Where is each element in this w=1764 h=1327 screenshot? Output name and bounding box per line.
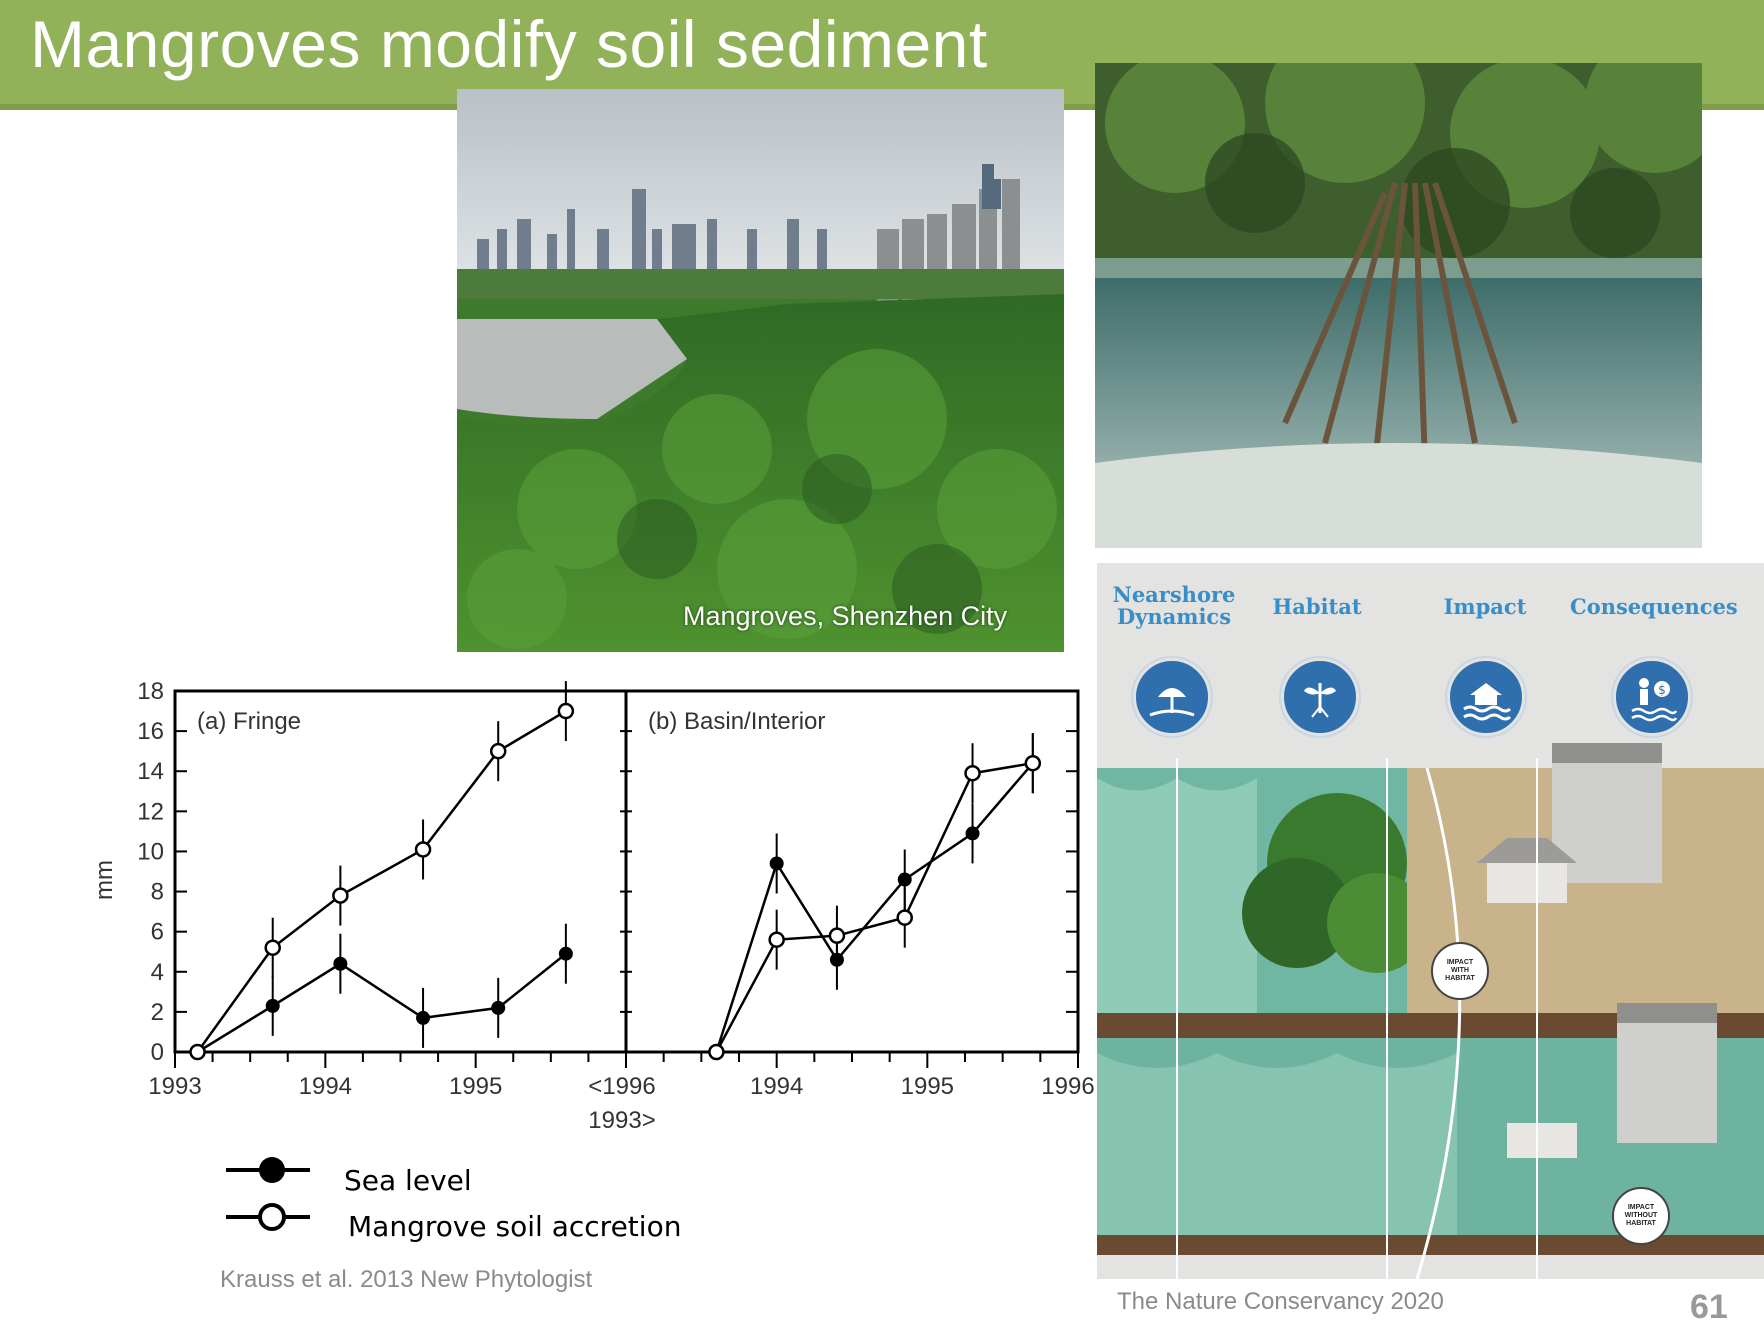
badge-with-habitat-label: IMPACT WITH HABITAT: [1445, 959, 1475, 982]
y-tick-label: 14: [137, 758, 164, 785]
slide-title: Mangroves modify soil sediment: [30, 7, 988, 81]
legend-accretion-label: Mangrove soil accretion: [348, 1210, 682, 1243]
column-habitat: Habitat: [1272, 594, 1362, 619]
y-tick-label: 6: [151, 919, 164, 946]
x-tick-label: 1994: [750, 1073, 803, 1100]
x-tick-label: 1994: [299, 1073, 352, 1100]
accretion-point: [964, 764, 981, 782]
y-tick-label: 12: [137, 798, 164, 825]
badge-without-habitat-label: IMPACT WITHOUT HABITAT: [1624, 1204, 1658, 1227]
mangrove-roots-illustration: [1095, 63, 1702, 548]
accretion-point: [1024, 754, 1042, 772]
x-tick-label: 1993>: [588, 1107, 655, 1134]
chart-credit: Krauss et al. 2013 New Phytologist: [220, 1266, 593, 1293]
x-tick-label: <1996: [588, 1073, 655, 1100]
legend-sea-level-marker: [259, 1157, 285, 1183]
y-tick-label: 2: [151, 999, 164, 1026]
mangrove-city-photo: Mangroves, Shenzhen City: [457, 89, 1064, 652]
legend-markers: [226, 1157, 310, 1231]
x-tick-label: 1996: [1041, 1073, 1094, 1100]
sea-level-point: [769, 856, 784, 871]
mangrove-city-illustration: [457, 89, 1064, 652]
legend-accretion-marker: [258, 1203, 286, 1231]
person-money-icon: $: [1613, 658, 1691, 736]
panel-label: (a) Fringe: [197, 708, 301, 735]
series-line: [715, 761, 1034, 1053]
accretion-point: [489, 742, 507, 760]
coastal-habitat-illustration: [1097, 743, 1764, 1279]
accretion-point: [768, 931, 785, 948]
nature-conservancy-credit: The Nature Conservancy 2020: [1117, 1288, 1444, 1315]
house-flood-icon: [1447, 658, 1525, 736]
sea-level-point: [265, 998, 280, 1013]
series-line: [196, 952, 567, 1054]
column-consequences: Consequences: [1570, 594, 1738, 619]
sea-level-point: [897, 872, 912, 887]
accretion-point: [414, 841, 432, 858]
accretion-point: [828, 927, 846, 944]
column-nearshore-dynamics: Nearshore Dynamics: [1112, 582, 1236, 629]
sea-level-point: [965, 826, 980, 841]
y-tick-label: 16: [137, 718, 164, 745]
accretion-point: [708, 1043, 725, 1061]
sediment-chart: 0 2 4 6 8 10 12 14 16 18 mm 1993 1994 1995 <1996 (a) Fr…: [90, 670, 1100, 1150]
column-impact: Impact: [1443, 594, 1527, 619]
photo-caption: Mangroves, Shenzhen City: [683, 601, 1008, 631]
y-tick-label: 18: [137, 678, 164, 705]
accretion-point: [264, 939, 281, 956]
accretion-point: [557, 702, 575, 720]
sea-level-point: [491, 1000, 506, 1015]
accretion-point: [896, 909, 913, 926]
x-tick-label: 1995: [449, 1073, 502, 1100]
sea-level-point: [416, 1010, 431, 1025]
y-tick-label: 8: [151, 879, 164, 906]
x-tick-label: 1993: [148, 1073, 201, 1100]
legend-sea-level-label: Sea level: [344, 1164, 472, 1197]
x-tick-label: 1995: [901, 1073, 954, 1100]
mangrove-plant-icon: [1281, 658, 1359, 736]
mangrove-roots-photo: [1095, 63, 1702, 548]
series-line: [196, 709, 567, 1053]
page-number: 61: [1690, 1288, 1728, 1326]
y-tick-label: 4: [151, 959, 164, 986]
impact-without-habitat-badge: [1612, 1187, 1670, 1245]
panel-label: (b) Basin/Interior: [648, 708, 825, 735]
beach-umbrella-icon: [1133, 658, 1211, 736]
series-line: [715, 762, 1034, 1053]
sea-level-point: [333, 956, 348, 971]
sea-level-point: [558, 946, 573, 961]
y-tick-label: 0: [151, 1039, 164, 1066]
svg-text:$: $: [1658, 683, 1666, 697]
impact-with-habitat-badge: [1431, 942, 1489, 1000]
accretion-point: [332, 887, 349, 904]
accretion-point: [189, 1043, 206, 1061]
sediment-chart-svg: 0 2 4 6 8 10 12 14 16 18 mm 1993 1994 1995 <1996 (a) Fr…: [91, 678, 1095, 1134]
y-axis-label: mm: [91, 860, 118, 900]
y-tick-label: 10: [137, 838, 164, 865]
